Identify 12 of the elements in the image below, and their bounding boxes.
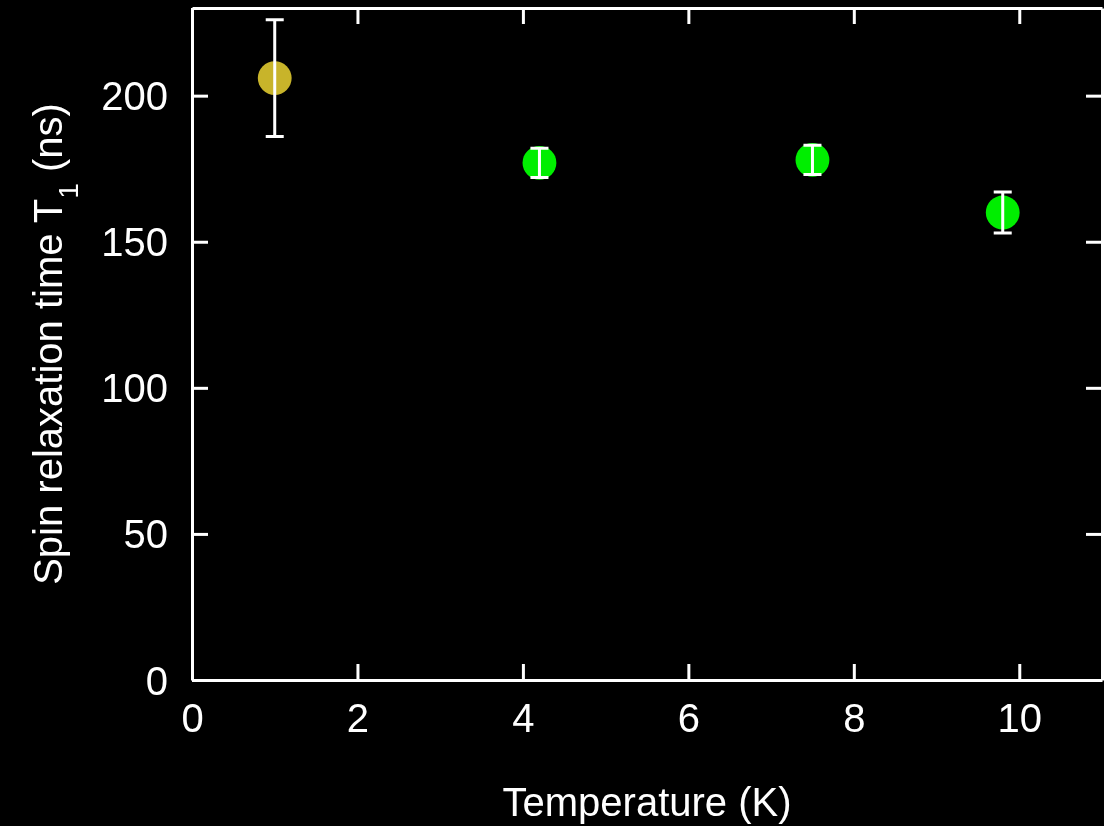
x-tick-label: 6 [677, 696, 700, 741]
x-tick-label: 4 [512, 696, 535, 741]
x-tick-label: 10 [997, 696, 1043, 741]
x-axis-title: Temperature (K) [502, 780, 792, 824]
y-tick-label: 200 [101, 74, 168, 119]
y-tick-label: 100 [101, 366, 168, 411]
x-tick-label: 2 [346, 696, 370, 741]
y-tick-label: 150 [101, 220, 168, 265]
x-tick-label: 8 [843, 696, 866, 741]
x-tick-label: 0 [181, 696, 204, 741]
y-tick-label: 50 [123, 512, 168, 557]
y-tick-label: 0 [145, 658, 168, 703]
